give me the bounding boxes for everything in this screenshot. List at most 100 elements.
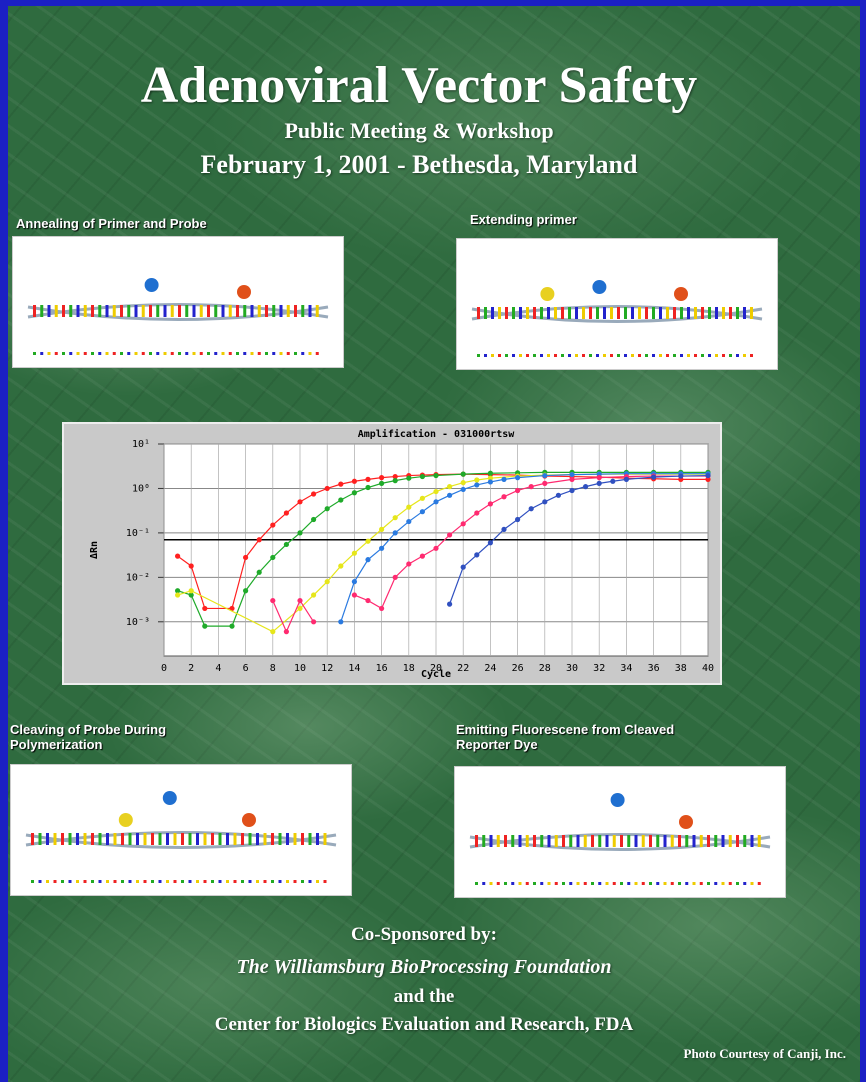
base [77,352,80,355]
base [287,352,290,355]
base-pair [249,833,252,845]
base-pair [642,835,645,847]
y-tick-label: 10⁻³ [126,617,150,628]
base-pair [664,835,667,847]
base-pair [69,833,72,845]
base [226,880,229,883]
base [249,880,252,883]
data-point [175,554,180,559]
base-pair [301,305,304,317]
data-point [556,493,561,498]
base [120,352,123,355]
data-point [379,546,384,551]
x-tick-label: 30 [566,663,578,674]
base [613,882,616,885]
x-tick-label: 20 [430,663,442,674]
base [722,354,725,357]
data-point [488,540,493,545]
base [627,882,630,885]
data-point [705,473,710,478]
base [46,880,49,883]
base-pair [129,833,132,845]
data-point [365,539,370,544]
base [164,352,167,355]
x-tick-label: 12 [321,663,333,674]
base-pair [309,305,312,317]
data-point [379,481,384,486]
base [656,882,659,885]
base-pair [548,835,551,847]
base [645,354,648,357]
base [606,882,609,885]
base [743,882,746,885]
panel-image [454,766,786,898]
base [144,880,147,883]
data-point [461,472,466,477]
base-pair [46,833,49,845]
base-pair [316,833,319,845]
base [482,882,485,885]
data-point [270,522,275,527]
data-point [325,579,330,584]
base-pair [280,305,283,317]
quencher [237,285,251,299]
base-pair [40,305,43,317]
base-pair [715,307,718,319]
data-point [189,563,194,568]
subtitle: Public Meeting & Workshop [8,118,845,144]
data-point [678,473,683,478]
base [671,882,674,885]
data-point [624,477,629,482]
y-tick-label: 10⁻² [126,572,150,583]
base [136,880,139,883]
data-point [175,592,180,597]
base-pair [294,305,297,317]
base-pair [554,307,557,319]
base [694,354,697,357]
base [701,354,704,357]
base [729,882,732,885]
date-location: February 1, 2001 - Bethesda, Maryland [8,150,845,180]
data-point [297,598,302,603]
base [301,352,304,355]
data-point [338,497,343,502]
x-tick-label: 6 [243,663,249,674]
base [526,354,529,357]
base [526,882,529,885]
base [736,882,739,885]
base-pair [149,305,152,317]
base-pair [251,305,254,317]
data-point [311,619,316,624]
base-pair [279,833,282,845]
base [729,354,732,357]
y-tick-label: 10⁰ [132,483,150,494]
base-pair [750,307,753,319]
base-pair [324,833,327,845]
x-tick-label: 0 [161,663,167,674]
data-point [243,588,248,593]
data-point [311,592,316,597]
data-point [257,570,262,575]
base-pair [519,835,522,847]
base-pair [533,835,536,847]
base-pair [286,833,289,845]
base [40,352,43,355]
quencher [679,815,693,829]
panel-image [456,238,778,370]
page: {"header":{"title":"Adenoviral Vector Sa… [0,0,866,1082]
data-point [257,537,262,542]
data-point [447,484,452,489]
data-point [501,494,506,499]
base-pair [174,833,177,845]
base [685,882,688,885]
data-point [515,488,520,493]
base-pair [722,307,725,319]
base [166,880,169,883]
data-point [529,506,534,511]
base [229,352,232,355]
base [316,352,319,355]
base [484,354,487,357]
quencher [674,287,688,301]
base [666,354,669,357]
data-point [297,530,302,535]
